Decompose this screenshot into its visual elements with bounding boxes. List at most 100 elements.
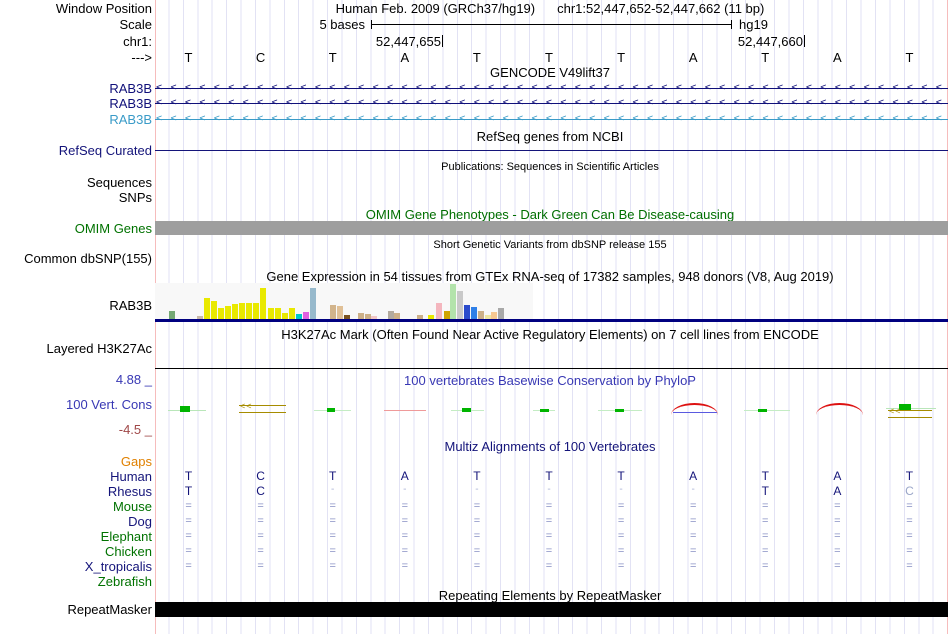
gtex-expression-bar [450,284,456,319]
phylop-score-block [899,404,911,410]
phylop-score-block [615,409,624,412]
h3k27ac-baseline[interactable] [155,368,948,369]
alignment-cell: = [617,530,625,542]
alignment-cell: C [256,469,265,483]
gene-label[interactable]: RAB3B [109,112,152,127]
gtex-expression-bar [239,303,245,319]
common-dbsnp-label[interactable]: Common dbSNP(155) [24,251,152,266]
species-label[interactable]: Zebrafish [97,574,152,589]
gencode-transcript-line[interactable] [155,103,948,104]
gtex-expression-bar [246,303,252,319]
species-label[interactable]: Chicken [105,544,152,559]
alignment-cell: = [617,545,625,557]
alignment-cell: - [619,484,623,495]
alignment-cell: = [473,545,481,557]
species-label[interactable]: Dog [128,514,152,529]
gtex-expression-bar [444,311,450,319]
refseq-gene-line[interactable] [155,150,948,151]
alignment-cell: A [689,469,698,483]
gencode-strand-arrows: <<<<<<<<<<<<<<<<<<<<<<<<<<<<<<<<<<<<<<<<… [156,97,949,108]
alignment-cell: = [762,500,769,512]
gtex-expression-bar [337,306,343,319]
base-letter: T [328,50,337,65]
layered-h3k27ac-label[interactable]: Layered H3K27Ac [46,341,152,356]
gtex-expression-bar [358,313,364,319]
alignment-cell: = [401,515,409,527]
alignment-cell: = [906,560,913,572]
alignment-cell: = [762,560,769,572]
phylop-score-block [327,408,335,412]
left-arrow-glyphs: << [240,401,253,411]
gtex-expression-bar [436,303,442,319]
phylop-score-block [540,409,549,412]
gencode-strand-arrows: <<<<<<<<<<<<<<<<<<<<<<<<<<<<<<<<<<<<<<<<… [156,82,949,93]
gencode-track-title: GENCODE V49lift37 [490,65,610,80]
alignment-cell: T [473,469,481,483]
species-label[interactable]: Gaps [120,454,152,469]
strand-direction-arrow[interactable]: ---> [131,50,152,65]
alignment-cell: = [329,500,336,512]
alignment-cell: = [834,560,841,572]
alignment-cell: = [401,530,409,542]
species-label[interactable]: Rhesus [107,484,152,499]
refseq-track-title: RefSeq genes from NCBI [476,129,624,144]
sequences-label[interactable]: Sequences [86,175,152,190]
gene-label[interactable]: RAB3B [109,81,152,96]
gtex-expression-bar [478,311,484,319]
species-label[interactable]: X_tropicalis [84,559,152,574]
scale-ruler-tick-right [731,20,732,29]
alignment-cell: = [329,560,336,572]
alignment-cell: = [617,500,625,512]
gtex-expression-bar [197,316,203,319]
phylop-negative-arch [816,403,863,415]
gtex-expression-bar [211,301,217,319]
alignment-cell: = [185,500,192,512]
gtex-expression-bar [457,291,463,319]
gtex-expression-bar [310,288,316,319]
alignment-cell: - [547,484,551,495]
phylop-ymax-label: 4.88 _ [115,372,152,387]
base-letter: A [688,50,698,65]
snps-label[interactable]: SNPs [118,190,152,205]
alignment-cell: = [473,515,481,527]
gencode-transcript-line[interactable] [155,88,948,89]
refseq-curated-label[interactable]: RefSeq Curated [58,143,152,158]
alignment-cell: = [834,515,841,527]
phylop-line [673,412,717,413]
gtex-expression-bar [485,315,491,319]
gene-label[interactable]: RAB3B [109,96,152,111]
alignment-cell: = [762,545,769,557]
omim-gene-bar[interactable] [155,221,948,235]
base-letter: T [472,50,481,65]
omim-genes-label[interactable]: OMIM Genes [74,221,152,236]
alignment-cell: = [906,545,913,557]
phylop-negative-arch [671,403,718,415]
gtex-expression-bar [428,315,434,319]
gtex-expression-bar [268,308,274,319]
species-label[interactable]: Mouse [112,499,152,514]
repeatmasker-label[interactable]: RepeatMasker [67,602,152,617]
left-arrow-glyphs: << [889,406,902,416]
alignment-cell: = [689,560,697,572]
alignment-cell: - [331,484,335,495]
alignment-cell: A [833,484,842,498]
alignment-cell: = [906,530,913,542]
assembly-short-label: hg19 [739,17,768,32]
assembly-title: Human Feb. 2009 (GRCh37/hg19) [335,1,536,16]
alignment-cell: T [761,484,769,498]
gtex-gene-label[interactable]: RAB3B [109,298,152,313]
alignment-cell: = [834,545,841,557]
publications-track-title: Publications: Sequences in Scientific Ar… [441,161,659,173]
coordinate-right: 52,447,660 [737,34,803,49]
chromosome-label: chr1: [123,34,152,49]
repeatmasker-bar[interactable] [155,602,948,617]
gencode-transcript-line[interactable] [155,119,948,120]
base-letter: A [833,50,842,65]
alignment-cell: T [184,484,193,498]
alignment-cell: = [545,515,553,527]
species-label[interactable]: Human [110,469,152,484]
species-label[interactable]: Elephant [100,529,152,544]
gtex-baseline[interactable] [155,319,948,322]
vert-cons-label[interactable]: 100 Vert. Cons [66,397,152,412]
